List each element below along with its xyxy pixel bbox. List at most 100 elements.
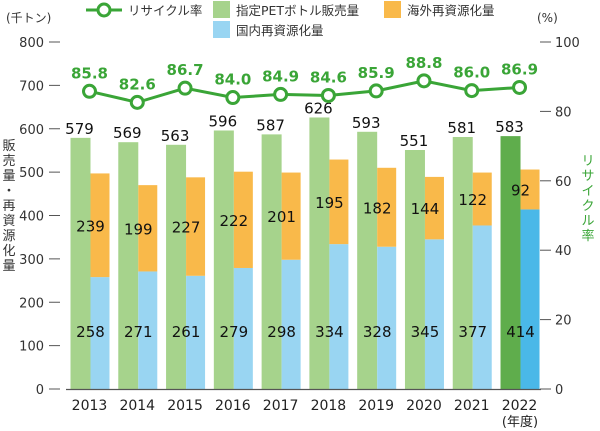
sales-value-label: 583 bbox=[495, 118, 524, 136]
overseas-bar bbox=[233, 171, 253, 268]
sales-bar bbox=[500, 136, 521, 389]
right-tick-label: 20 bbox=[555, 314, 572, 329]
overseas-value-label: 195 bbox=[315, 194, 344, 212]
legend-label-domestic: 国内再資源化量 bbox=[236, 23, 324, 38]
legend-label-sales: 指定PETボトル販売量 bbox=[236, 3, 359, 18]
sales-bar bbox=[452, 136, 473, 389]
left-tick-label: 200 bbox=[19, 296, 44, 311]
x-tick-label: 2016 bbox=[215, 398, 251, 414]
right-tick-label: 0 bbox=[555, 383, 563, 398]
overseas-bar bbox=[472, 172, 492, 226]
right-tick-label: 60 bbox=[555, 175, 572, 190]
overseas-bar bbox=[424, 176, 444, 240]
legend-item-domestic: 国内再資源化量 bbox=[213, 21, 324, 38]
rate-value-label: 84.0 bbox=[214, 71, 251, 89]
rate-point bbox=[416, 73, 432, 89]
right-tick-label: 100 bbox=[555, 36, 580, 51]
sales-value-label: 587 bbox=[256, 116, 285, 134]
rate-point bbox=[177, 80, 193, 96]
sales-bar bbox=[357, 131, 378, 389]
domestic-value-label: 298 bbox=[267, 323, 296, 341]
left-tick-label: 400 bbox=[19, 210, 44, 225]
left-tick-label: 700 bbox=[19, 79, 44, 94]
right-axis-ticks: 0 20 40 60 80 100 bbox=[540, 36, 580, 398]
left-axis-ticks: 0 100 200 300 400 500 600 700 800 bbox=[19, 36, 60, 398]
left-tick-label: 0 bbox=[36, 383, 44, 398]
left-axis-title: 販売量・再資源化量 bbox=[2, 139, 15, 274]
x-tick-label: 2018 bbox=[311, 398, 347, 414]
x-tick-label: 2014 bbox=[119, 398, 155, 414]
legend-item-overseas: 海外再資源化量 bbox=[384, 1, 495, 18]
domestic-value-label: 334 bbox=[315, 323, 344, 341]
sales-bar bbox=[166, 144, 187, 389]
sales-bar bbox=[70, 137, 91, 389]
domestic-bar bbox=[377, 246, 397, 389]
domestic-bar bbox=[233, 267, 253, 389]
overseas-value-label: 122 bbox=[458, 191, 487, 209]
domestic-value-label: 377 bbox=[458, 323, 487, 341]
domestic-bar bbox=[281, 259, 301, 389]
domestic-value-label: 261 bbox=[172, 323, 201, 341]
rate-line: 85.8 82.6 86.7 84.0 84.9 84.6 85.9 88.8 86.0 86.9 bbox=[71, 54, 538, 110]
rate-point bbox=[225, 90, 241, 106]
overseas-value-label: 182 bbox=[363, 199, 392, 217]
rate-point bbox=[82, 83, 97, 99]
domestic-bar bbox=[472, 225, 492, 389]
x-tick-label: 2017 bbox=[263, 398, 299, 414]
rate-value-label: 82.6 bbox=[119, 75, 156, 93]
x-tick-label: 2021 bbox=[454, 398, 490, 414]
left-tick-label: 500 bbox=[19, 166, 44, 181]
x-axis-note: (年度) bbox=[502, 414, 538, 430]
x-tick-label: 2019 bbox=[358, 398, 394, 414]
right-tick-label: 40 bbox=[555, 244, 572, 259]
domestic-bar bbox=[520, 209, 540, 389]
overseas-bar bbox=[186, 177, 206, 276]
sales-value-label: 626 bbox=[304, 99, 333, 117]
rate-point bbox=[464, 83, 480, 99]
domestic-bar bbox=[329, 244, 349, 389]
overseas-value-label: 222 bbox=[220, 212, 249, 230]
sales-value-label: 593 bbox=[352, 114, 381, 132]
rate-value-label: 86.0 bbox=[453, 64, 490, 82]
sales-bar bbox=[261, 134, 282, 389]
rate-value-label: 85.9 bbox=[358, 64, 395, 82]
domestic-bar bbox=[138, 271, 158, 389]
domestic-value-label: 258 bbox=[76, 323, 105, 341]
rate-point bbox=[273, 86, 289, 102]
rate-value-label: 85.8 bbox=[71, 64, 108, 82]
domestic-bar bbox=[424, 239, 444, 389]
domestic-bar bbox=[186, 275, 206, 389]
overseas-bar bbox=[520, 169, 540, 210]
x-tick-label: 2020 bbox=[406, 398, 442, 414]
sales-bar bbox=[309, 117, 330, 389]
sales-value-label: 563 bbox=[161, 127, 190, 145]
sales-value-label: 551 bbox=[400, 132, 429, 150]
legend-item-sales: 指定PETボトル販売量 bbox=[213, 1, 359, 18]
rate-value-label: 84.6 bbox=[310, 68, 347, 86]
right-tick-label: 80 bbox=[555, 105, 572, 120]
overseas-bar bbox=[90, 173, 110, 278]
rate-value-label: 86.9 bbox=[501, 60, 538, 78]
rate-point bbox=[320, 87, 336, 103]
domestic-value-label: 328 bbox=[363, 323, 392, 341]
left-tick-label: 300 bbox=[19, 253, 44, 268]
sales-value-label: 569 bbox=[113, 124, 142, 142]
overseas-value-label: 239 bbox=[76, 217, 105, 235]
domestic-value-label: 345 bbox=[411, 323, 440, 341]
overseas-value-label: 227 bbox=[172, 219, 201, 237]
rate-value-label: 84.9 bbox=[262, 67, 299, 85]
overseas-bar bbox=[281, 172, 301, 260]
legend: リサイクル率 指定PETボトル販売量 海外再資源化量 国内再資源化量 bbox=[86, 1, 495, 38]
legend-item-rate: リサイクル率 bbox=[86, 2, 202, 18]
rate-point bbox=[129, 94, 145, 110]
x-axis-ticks: 2013 2014 2015 2016 2017 2018 2019 2020 2021 2022 bbox=[72, 398, 538, 414]
right-axis-unit: (%) bbox=[537, 11, 558, 25]
left-tick-label: 800 bbox=[19, 36, 44, 51]
sales-value-label: 581 bbox=[447, 119, 476, 137]
sales-bar bbox=[404, 150, 425, 389]
sales-bar bbox=[213, 130, 234, 390]
sales-value-label: 579 bbox=[65, 120, 94, 138]
overseas-bar bbox=[377, 167, 397, 247]
domestic-value-label: 414 bbox=[506, 323, 535, 341]
